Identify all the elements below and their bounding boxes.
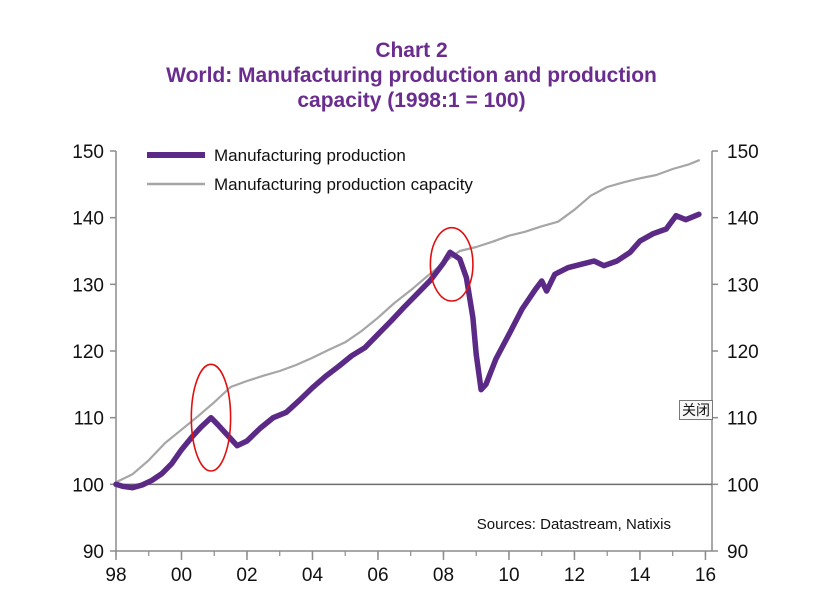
x-tick-label: 14 [629, 565, 651, 586]
y-tick-label-left: 150 [72, 142, 104, 163]
legend-label-manufacturing-production: Manufacturing production [214, 146, 406, 165]
x-tick-label: 12 [564, 565, 585, 586]
y-tick-label-right: 120 [727, 342, 759, 363]
y-tick-label-left: 130 [72, 275, 104, 296]
y-tick-label-left: 120 [72, 342, 104, 363]
chart-axes: 90 100 110 120 130 140 150 90 100 110 120 130 140 150… [72, 142, 758, 586]
legend: Manufacturing production Manufacturing p… [147, 146, 473, 194]
y-tick-label-left: 110 [74, 409, 104, 430]
x-tick-label: 16 [695, 565, 716, 586]
y-tick-label-right: 100 [727, 475, 759, 496]
x-tick-label: 00 [171, 565, 192, 586]
x-tick-label: 04 [302, 565, 324, 586]
source-note: Sources: Datastream, Natixis [477, 516, 671, 533]
series-layer [113, 159, 702, 491]
y-tick-label-left: 100 [72, 475, 104, 496]
annotation-ellipse-2 [429, 226, 474, 302]
legend-label-production-capacity: Manufacturing production capacity [214, 175, 473, 194]
y-tick-label-right: 150 [727, 142, 759, 163]
x-tick-label: 02 [236, 565, 257, 586]
chart-title-block: Chart 2 World: Manufacturing production … [0, 38, 823, 113]
close-button[interactable]: 关闭 [679, 400, 713, 420]
y-tick-label-right: 110 [727, 409, 757, 430]
chart-title: Chart 2 [375, 39, 448, 62]
series-line-manufacturing-production [113, 211, 702, 491]
chart-subtitle-line-1: World: Manufacturing production and prod… [166, 64, 657, 87]
annotation-ellipse-1 [190, 363, 232, 472]
x-tick-label: 10 [498, 565, 519, 586]
x-tick-label: 98 [105, 565, 126, 586]
annotation-layer [190, 226, 474, 472]
y-tick-label-right: 90 [727, 542, 748, 563]
y-tick-label-left: 90 [83, 542, 104, 563]
y-tick-label-right: 140 [727, 209, 759, 230]
x-tick-label: 08 [433, 565, 454, 586]
y-tick-label-left: 140 [72, 209, 104, 230]
chart-subtitle-line-2: capacity (1998:1 = 100) [297, 89, 526, 112]
x-tick-label: 06 [367, 565, 388, 586]
series-line-production-capacity [114, 159, 700, 484]
y-tick-label-right: 130 [727, 275, 759, 296]
